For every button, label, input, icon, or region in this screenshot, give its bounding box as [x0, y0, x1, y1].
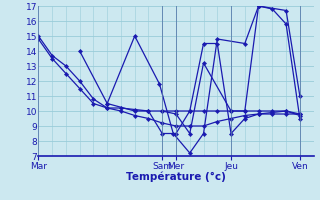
- X-axis label: Température (°c): Température (°c): [126, 172, 226, 182]
